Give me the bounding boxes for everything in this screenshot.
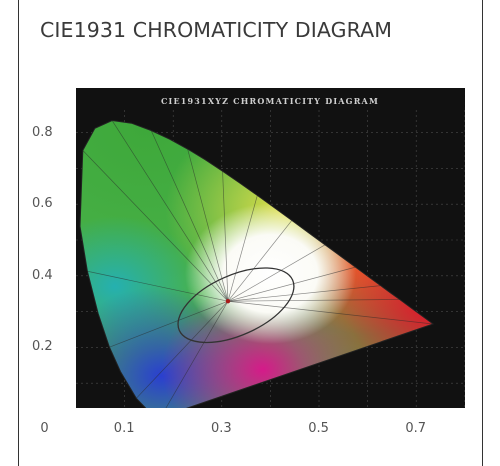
x-tick-label: 0.3 bbox=[211, 421, 232, 436]
iso-line bbox=[227, 244, 326, 302]
iso-line bbox=[227, 220, 293, 302]
white-point-marker bbox=[225, 299, 231, 304]
iso-line bbox=[222, 171, 229, 302]
iso-line bbox=[227, 285, 381, 302]
iso-line bbox=[187, 148, 229, 302]
x-tick-label: 0.5 bbox=[308, 421, 329, 436]
iso-line bbox=[160, 301, 229, 408]
chart-title: CIE1931 CHROMATICITY DIAGRAM bbox=[40, 18, 393, 42]
chromaticity-diagram-svg: CIE1931XYZ CHROMATICITY DIAGRAM bbox=[76, 88, 465, 408]
iso-line bbox=[87, 270, 229, 302]
y-tick-label: 0.8 bbox=[32, 124, 53, 140]
y-tick-label: 0.6 bbox=[32, 196, 53, 212]
x-tick-label: 0.1 bbox=[113, 421, 135, 436]
chromaticity-plot: CIE1931XYZ CHROMATICITY DIAGRAM bbox=[76, 88, 465, 408]
iso-line bbox=[111, 120, 229, 302]
iso-line bbox=[227, 299, 400, 302]
isotemperature-lines bbox=[82, 120, 434, 408]
x-tick-label: 0.7 bbox=[405, 421, 427, 436]
x-tick-label: 0 bbox=[40, 421, 49, 436]
inner-title: CIE1931XYZ CHROMATICITY DIAGRAM bbox=[161, 96, 379, 106]
iso-line bbox=[109, 300, 229, 348]
spectral-locus bbox=[79, 119, 435, 408]
iso-line bbox=[82, 150, 229, 302]
planckian-region-outline bbox=[177, 267, 295, 344]
iso-line bbox=[227, 300, 434, 325]
y-tick-label: 0.2 bbox=[32, 339, 53, 355]
iso-line bbox=[227, 266, 356, 302]
y-tick-label: 0.4 bbox=[32, 267, 53, 283]
iso-line bbox=[136, 300, 229, 399]
iso-line bbox=[227, 195, 258, 302]
iso-line bbox=[150, 130, 229, 302]
